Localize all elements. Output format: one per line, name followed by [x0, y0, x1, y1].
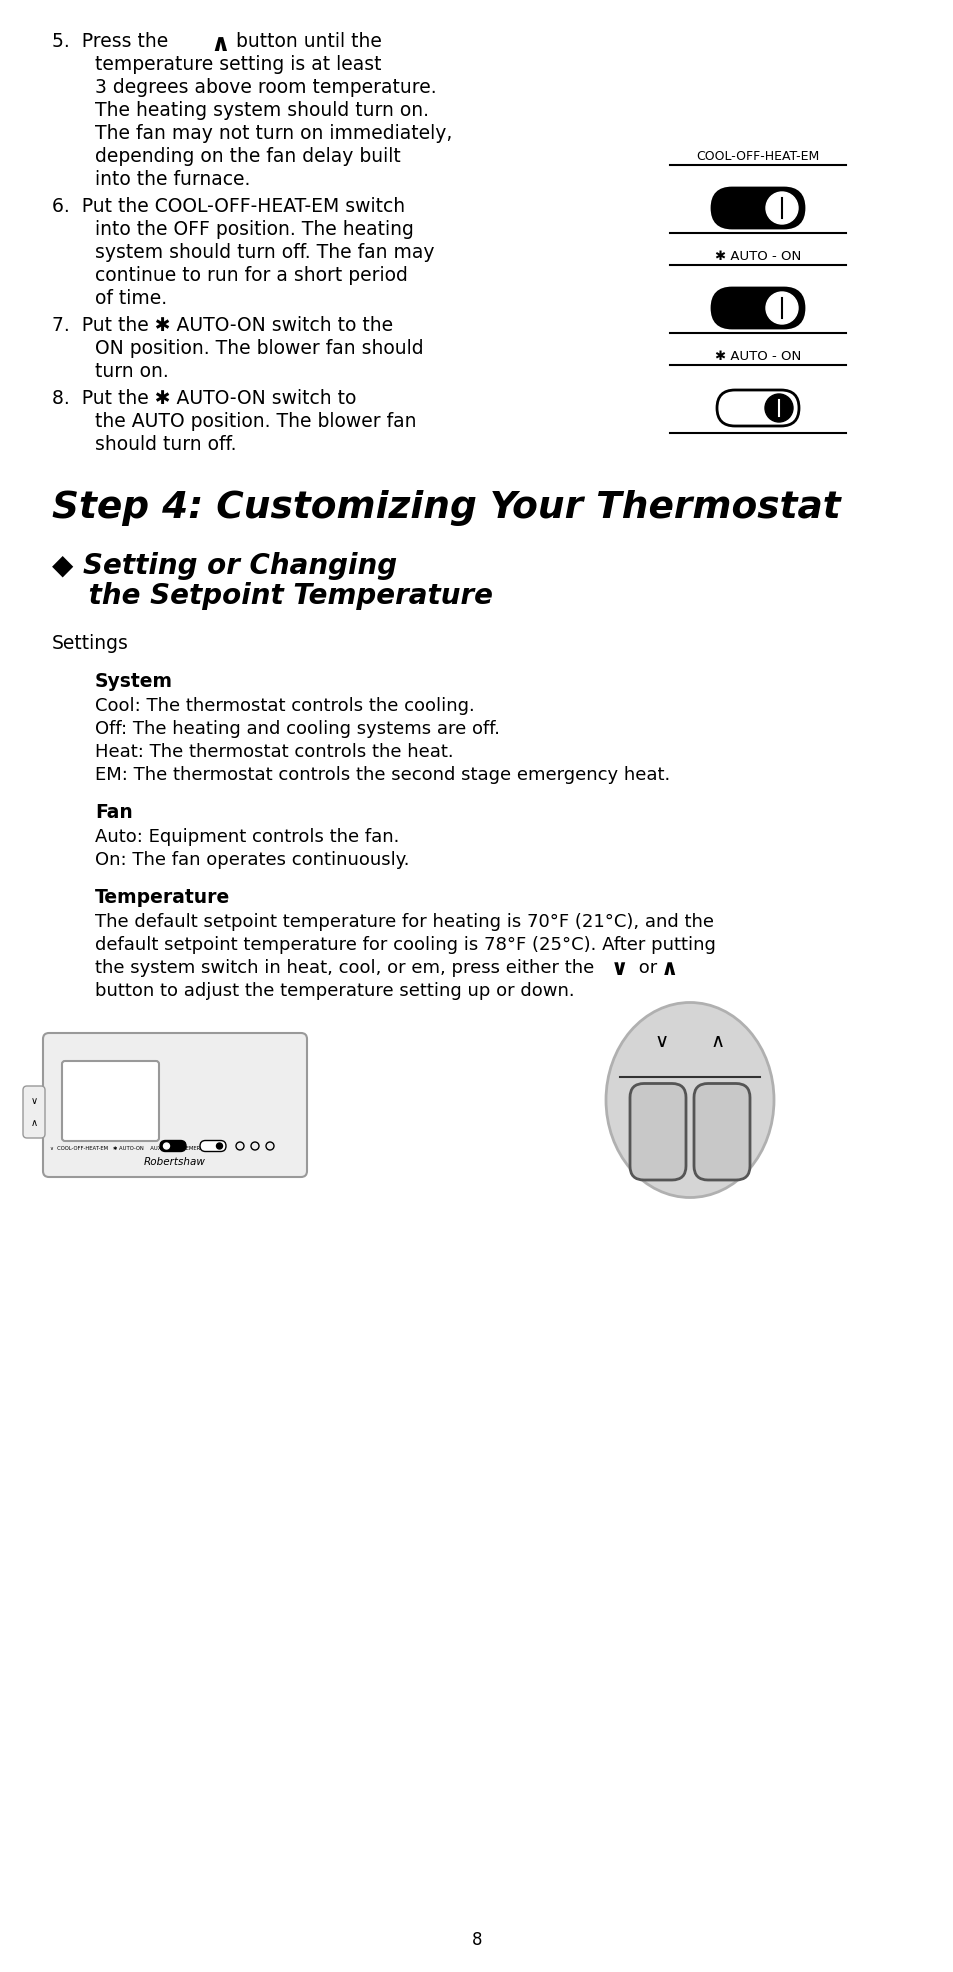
Text: COOL-OFF-HEAT-EM: COOL-OFF-HEAT-EM	[696, 150, 819, 164]
Circle shape	[765, 292, 797, 323]
Text: Step 4: Customizing Your Thermostat: Step 4: Customizing Your Thermostat	[52, 489, 840, 527]
FancyBboxPatch shape	[43, 1033, 307, 1177]
FancyBboxPatch shape	[717, 390, 799, 426]
FancyBboxPatch shape	[23, 1087, 45, 1138]
Text: Cool: The thermostat controls the cooling.: Cool: The thermostat controls the coolin…	[95, 696, 475, 716]
Text: 6.  Put the COOL-OFF-HEAT-EM switch: 6. Put the COOL-OFF-HEAT-EM switch	[52, 197, 405, 217]
Text: The default setpoint temperature for heating is 70°F (21°C), and the: The default setpoint temperature for hea…	[95, 913, 713, 931]
Text: system should turn off. The fan may: system should turn off. The fan may	[95, 243, 434, 262]
Text: ∧: ∧	[660, 958, 678, 978]
Text: ∨: ∨	[610, 958, 628, 978]
Text: Settings: Settings	[52, 635, 129, 653]
Text: button until the: button until the	[230, 32, 381, 51]
Text: 3 degrees above room temperature.: 3 degrees above room temperature.	[95, 79, 436, 97]
Text: System: System	[95, 672, 172, 690]
Text: Robertshaw: Robertshaw	[144, 1158, 206, 1167]
FancyBboxPatch shape	[160, 1140, 186, 1152]
Text: 8.  Put the ✱ AUTO-ON switch to: 8. Put the ✱ AUTO-ON switch to	[52, 388, 356, 408]
Text: On: The fan operates continuously.: On: The fan operates continuously.	[95, 852, 409, 870]
Text: Fan: Fan	[95, 803, 132, 822]
FancyBboxPatch shape	[711, 187, 803, 229]
Text: the AUTO position. The blower fan: the AUTO position. The blower fan	[95, 412, 416, 432]
FancyBboxPatch shape	[693, 1083, 749, 1179]
FancyBboxPatch shape	[62, 1061, 159, 1142]
Text: ∨  COOL-OFF-HEAT-EM   ✱ AUTO-ON    AUX  CHECK  EMER: ∨ COOL-OFF-HEAT-EM ✱ AUTO-ON AUX CHECK E…	[50, 1146, 200, 1152]
Text: continue to run for a short period: continue to run for a short period	[95, 266, 408, 286]
Text: ∨: ∨	[30, 1096, 37, 1106]
Text: of time.: of time.	[95, 290, 167, 308]
Circle shape	[163, 1144, 170, 1150]
FancyBboxPatch shape	[711, 288, 803, 327]
FancyBboxPatch shape	[629, 1083, 685, 1179]
Text: the system switch in heat, cool, or em, press either the: the system switch in heat, cool, or em, …	[95, 958, 599, 976]
Text: The fan may not turn on immediately,: The fan may not turn on immediately,	[95, 124, 452, 144]
Text: EM: The thermostat controls the second stage emergency heat.: EM: The thermostat controls the second s…	[95, 765, 670, 785]
Text: ∧: ∧	[30, 1118, 37, 1128]
FancyBboxPatch shape	[200, 1140, 226, 1152]
Text: depending on the fan delay built: depending on the fan delay built	[95, 148, 400, 166]
Text: ✱ AUTO - ON: ✱ AUTO - ON	[714, 250, 801, 262]
Text: Heat: The thermostat controls the heat.: Heat: The thermostat controls the heat.	[95, 743, 453, 761]
Text: or: or	[633, 958, 662, 976]
Text: into the OFF position. The heating: into the OFF position. The heating	[95, 221, 414, 239]
Text: 5.  Press the: 5. Press the	[52, 32, 174, 51]
Text: ◆ Setting or Changing: ◆ Setting or Changing	[52, 552, 396, 580]
Text: 8: 8	[471, 1931, 482, 1948]
Text: ✱ AUTO - ON: ✱ AUTO - ON	[714, 349, 801, 363]
Text: The heating system should turn on.: The heating system should turn on.	[95, 101, 429, 120]
Circle shape	[216, 1144, 222, 1150]
Text: should turn off.: should turn off.	[95, 436, 236, 454]
Text: ∧: ∧	[210, 32, 230, 55]
Text: the Setpoint Temperature: the Setpoint Temperature	[79, 582, 493, 609]
Text: temperature setting is at least: temperature setting is at least	[95, 55, 381, 75]
Text: turn on.: turn on.	[95, 363, 169, 381]
Circle shape	[764, 394, 792, 422]
Text: ∨: ∨	[654, 1031, 668, 1051]
Text: Temperature: Temperature	[95, 887, 230, 907]
Text: ∧: ∧	[710, 1031, 724, 1051]
Text: 7.  Put the ✱ AUTO-ON switch to the: 7. Put the ✱ AUTO-ON switch to the	[52, 316, 393, 335]
Text: button to adjust the temperature setting up or down.: button to adjust the temperature setting…	[95, 982, 574, 1000]
Text: Auto: Equipment controls the fan.: Auto: Equipment controls the fan.	[95, 828, 399, 846]
Text: Off: The heating and cooling systems are off.: Off: The heating and cooling systems are…	[95, 720, 499, 738]
Circle shape	[765, 191, 797, 225]
Text: ON position. The blower fan should: ON position. The blower fan should	[95, 339, 423, 359]
Text: into the furnace.: into the furnace.	[95, 170, 250, 189]
Ellipse shape	[605, 1002, 773, 1197]
Text: default setpoint temperature for cooling is 78°F (25°C). After putting: default setpoint temperature for cooling…	[95, 937, 715, 954]
